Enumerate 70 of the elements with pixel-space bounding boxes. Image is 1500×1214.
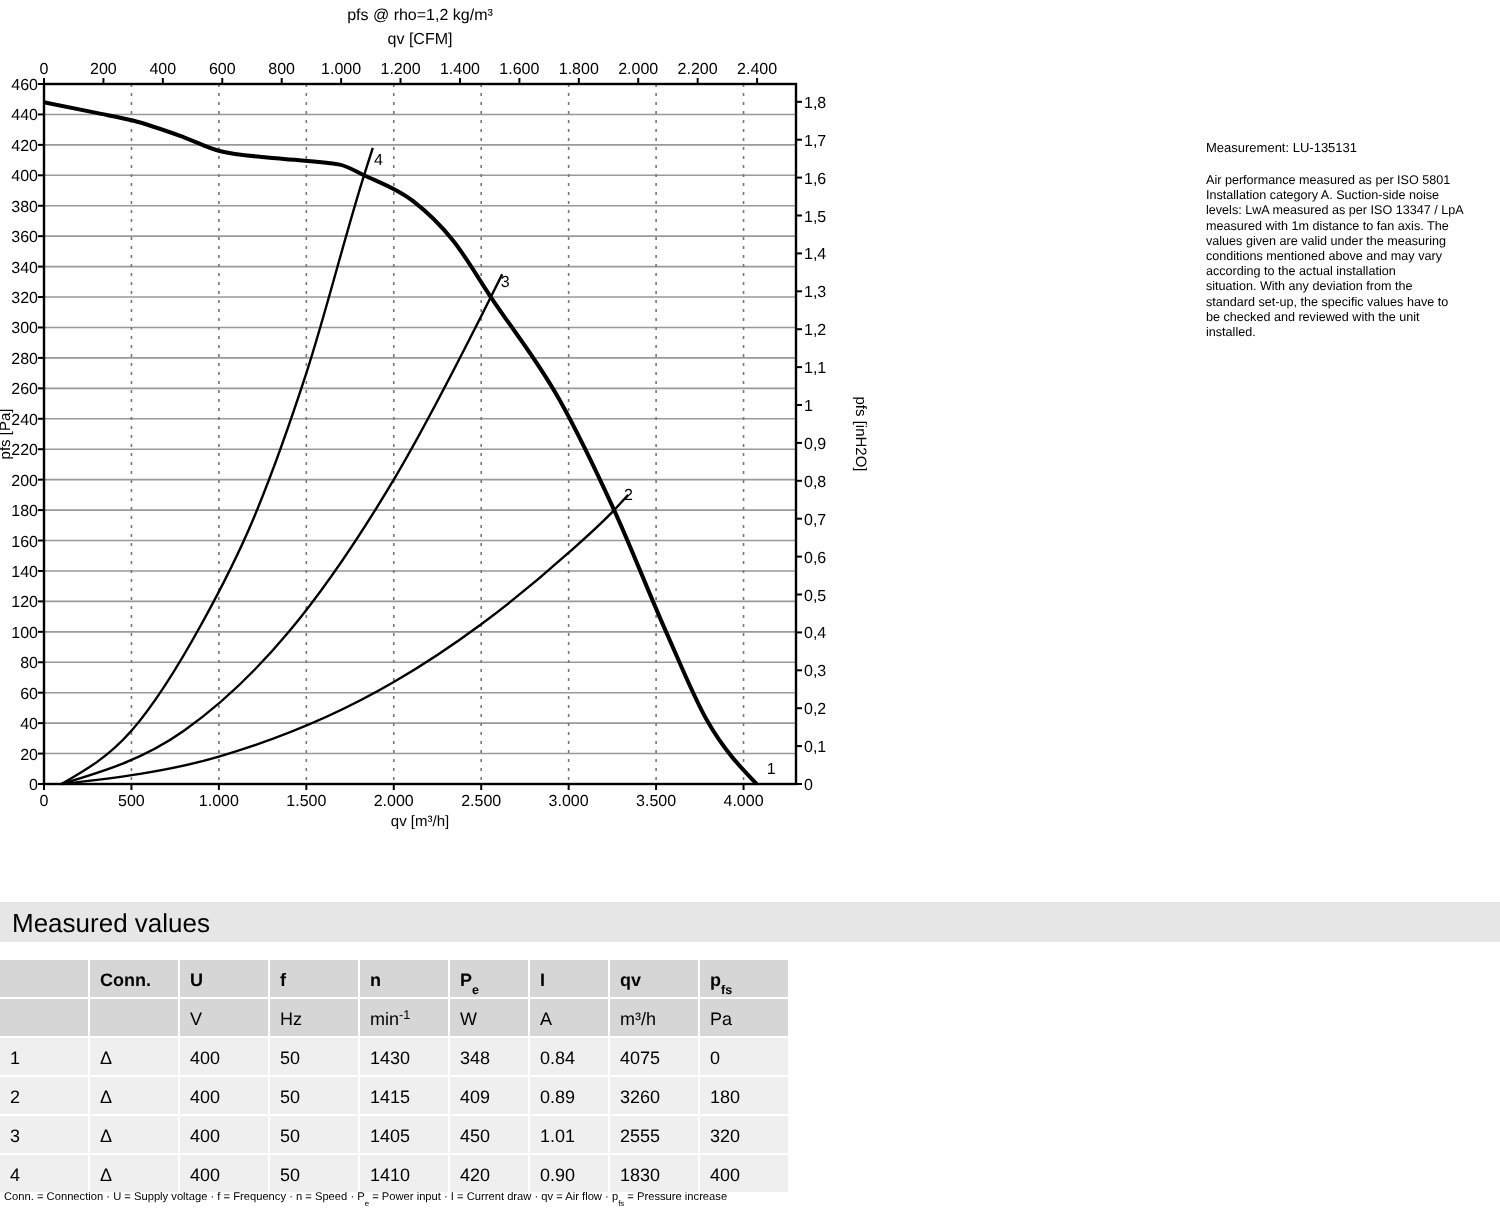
y2-tick-label: 1 xyxy=(804,397,814,416)
y2-tick-label: 1,2 xyxy=(804,321,828,340)
y-tick-label: 160 xyxy=(11,532,40,551)
y2-tick-label: 1,3 xyxy=(804,283,828,302)
x-tick-label: 500 xyxy=(118,792,146,810)
x2-tick-label: 800 xyxy=(268,60,297,78)
x2-tick-label: 1.400 xyxy=(439,60,482,78)
x-tick-label: 1.500 xyxy=(286,792,328,810)
x2-axis-title: qv [CFM] xyxy=(387,30,453,48)
y2-tick-label: 0,2 xyxy=(804,700,828,719)
x2-tick-label: 200 xyxy=(90,60,118,78)
y2-tick-label: 0,8 xyxy=(804,472,828,491)
y2-tick-label: 0,5 xyxy=(804,586,828,605)
y-tick-label: 400 xyxy=(11,167,40,186)
y-tick-label: 220 xyxy=(11,441,40,460)
y2-tick-label: 1,7 xyxy=(804,131,828,150)
y2-tick-label: 1,1 xyxy=(804,359,828,378)
x2-tick-label: 400 xyxy=(149,60,178,78)
x2-tick-label: 1.800 xyxy=(558,60,600,78)
annotation: 4 xyxy=(374,151,385,170)
y-tick-label: 200 xyxy=(11,471,40,490)
y-tick-label: 240 xyxy=(11,410,40,429)
y-tick-label: 300 xyxy=(11,319,40,338)
x-tick-label: 1.000 xyxy=(198,792,240,810)
y-tick-label: 280 xyxy=(11,349,40,368)
y-tick-label: 100 xyxy=(11,623,40,642)
x-tick-label: 3.500 xyxy=(636,792,678,810)
y2-tick-label: 0,7 xyxy=(804,510,828,529)
y-tick-label: 80 xyxy=(20,654,40,673)
y2-tick-label: 0,6 xyxy=(804,548,828,567)
y2-tick-label: 1,5 xyxy=(804,207,828,226)
x2-tick-label: 1.600 xyxy=(499,60,541,78)
x-tick-label: 4.000 xyxy=(723,792,765,810)
annotation: 3 xyxy=(500,273,511,292)
y-tick-label: 340 xyxy=(11,258,40,277)
y-tick-label: 60 xyxy=(20,684,40,703)
y-tick-label: 440 xyxy=(11,106,40,125)
x-tick-label: 2.000 xyxy=(373,792,415,810)
x2-tick-label: 1.200 xyxy=(380,60,422,78)
annotation: 1 xyxy=(766,760,777,778)
y-tick-label: 360 xyxy=(11,228,40,247)
x2-tick-label: 2.400 xyxy=(737,60,779,78)
y-tick-label: 0 xyxy=(29,776,40,794)
y-tick-label: 120 xyxy=(11,593,40,612)
x-tick-label: 3.000 xyxy=(548,792,590,810)
y-tick-label: 180 xyxy=(11,502,40,521)
y2-tick-label: 1,4 xyxy=(804,245,828,264)
x2-tick-label: 600 xyxy=(208,60,237,78)
x-tick-label: 2.500 xyxy=(461,792,503,810)
chart-title: pfs @ rho=1,2 kg/m³ xyxy=(347,6,494,24)
text: Measured values xyxy=(12,908,211,938)
y-tick-label: 260 xyxy=(11,380,40,399)
y2-tick-label: 0,3 xyxy=(804,662,828,681)
y-tick-label: 420 xyxy=(11,136,40,155)
y2-tick-label: 0,1 xyxy=(804,738,828,757)
y2-tick-label: 0 xyxy=(804,776,814,794)
y-tick-label: 40 xyxy=(20,715,40,734)
y2-tick-label: 0,9 xyxy=(804,434,828,453)
y-tick-label: 460 xyxy=(11,76,40,94)
x2-tick-label: 1.000 xyxy=(321,60,363,78)
x2-tick-label: 2.000 xyxy=(618,60,660,78)
y-tick-label: 20 xyxy=(20,745,40,764)
y-tick-label: 320 xyxy=(11,289,40,308)
y-tick-label: 140 xyxy=(11,562,40,581)
y2-tick-label: 1,6 xyxy=(804,169,828,188)
y-tick-label: 380 xyxy=(11,197,40,216)
y2-tick-label: 0,4 xyxy=(804,624,828,643)
values-table: Conn. U f n P$_{e}$ I qv p$_{fs}$ V Hz min$^{-1}$ W A m³/h Pa 1 Δ 400 50 1430 348 0.84 4075 0 2 Δ 400 50 1415 409 0.89 3260 180 3 Δ 400 50 1405 450 1.01 2555 320 4 Δ 400 50 1410 420 0.90 1830 400 xyxy=(0,960,788,1192)
y2-tick-label: 1,8 xyxy=(804,93,828,112)
x2-tick-label: 2.200 xyxy=(677,60,719,78)
